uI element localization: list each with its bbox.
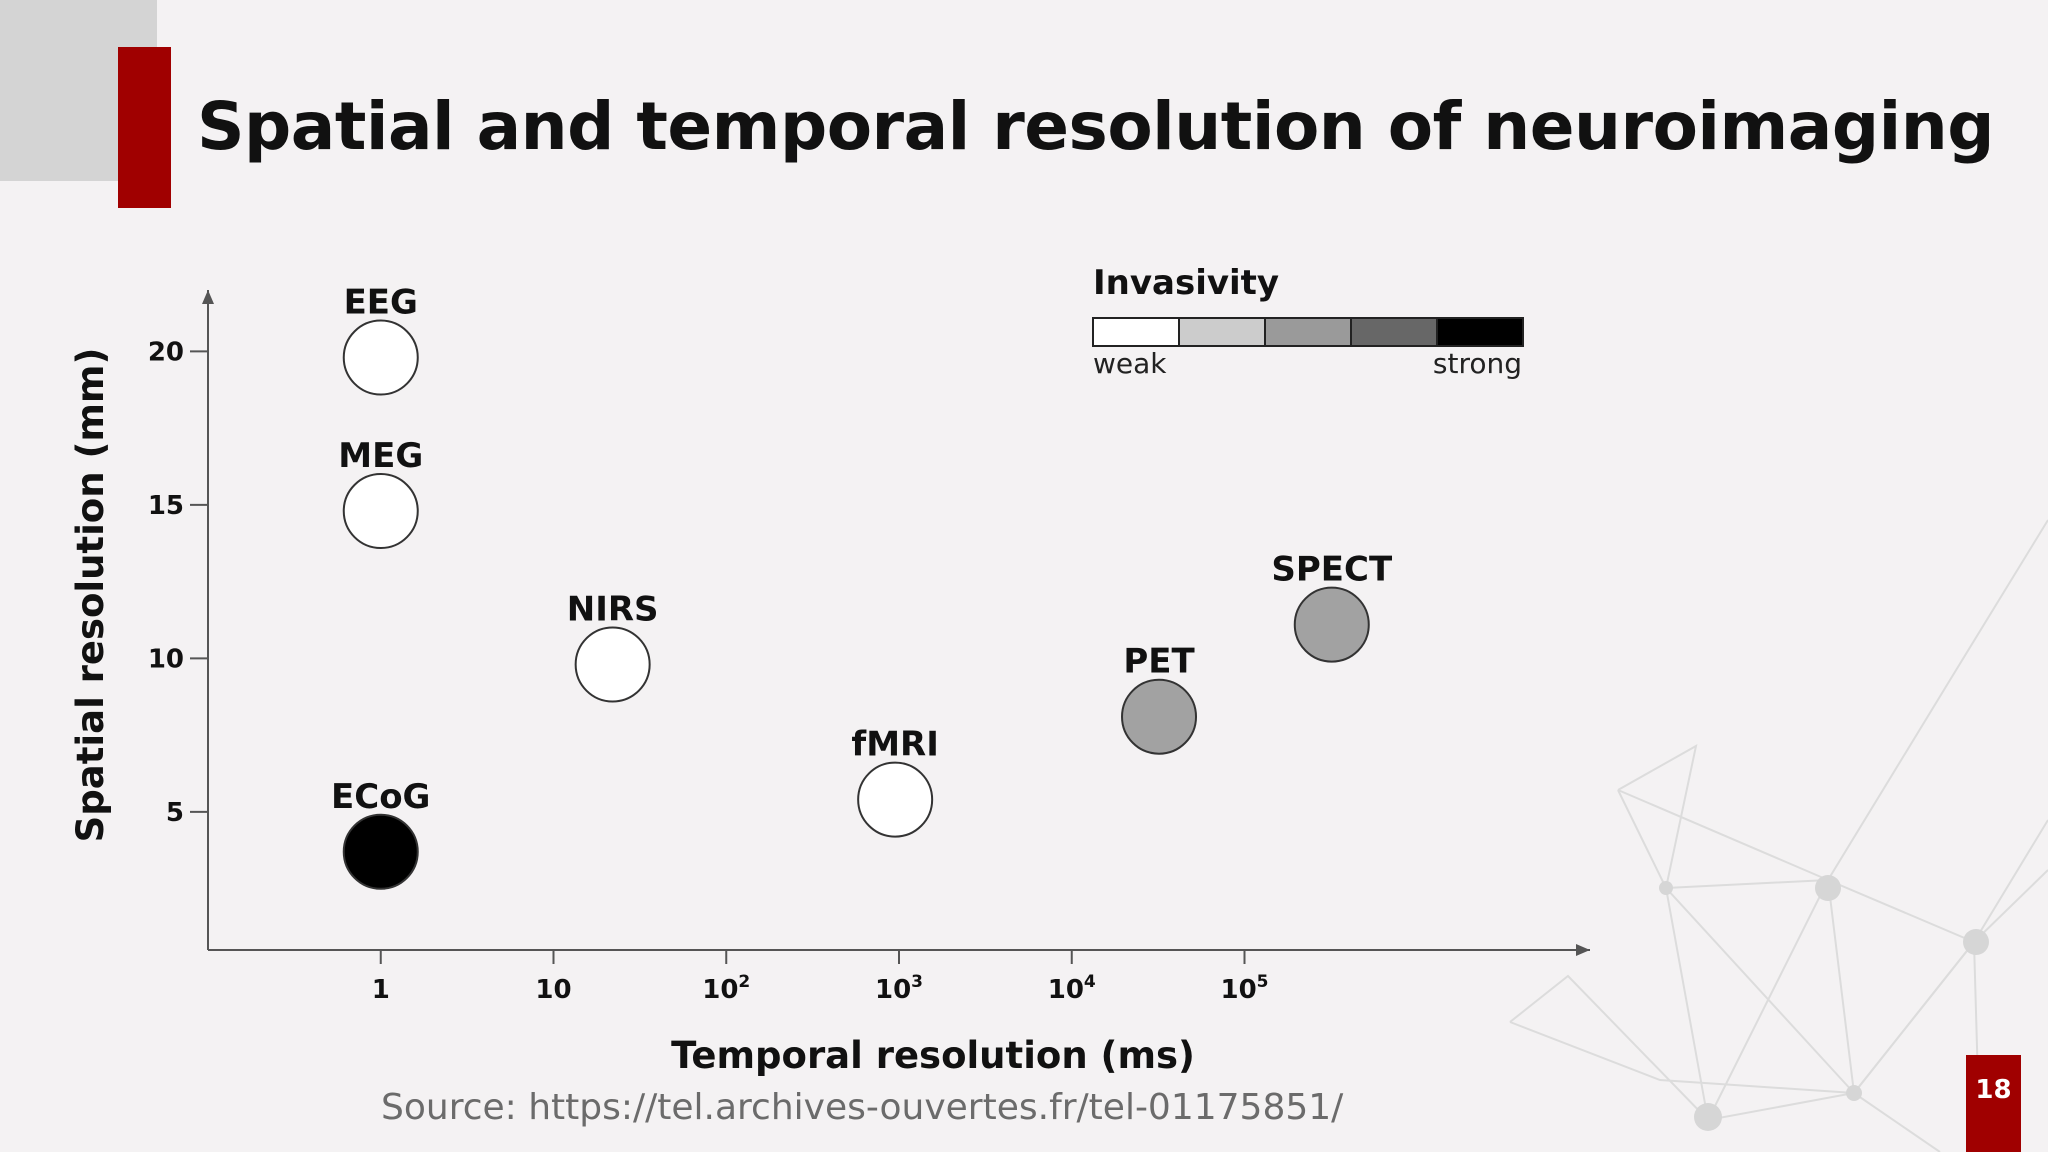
legend-scale [1092,317,1524,347]
x-tick-label: 10 [535,975,571,1005]
data-point-fmri [857,761,934,838]
y-axis-ticks: 5 10 15 20 [148,337,208,828]
slide-title: Spatial and temporal resolution of neuro… [197,88,1994,165]
legend-step-3 [1264,317,1352,347]
data-point-pet [1121,678,1198,755]
data-point-eeg [342,319,419,396]
x-tick-label: 104 [1048,972,1096,1005]
legend-step-5 [1436,317,1524,347]
source-citation: Source: https://tel.archives-ouvertes.fr… [381,1087,1344,1128]
x-tick-label: 105 [1220,972,1268,1005]
legend-max-label: strong [1433,347,1522,380]
data-points: EEG MEG NIRS fMRI PET SPECT ECoG [331,283,1393,890]
x-tick-label: 103 [875,972,923,1005]
legend-step-2 [1178,317,1266,347]
data-label-ecog: ECoG [331,777,430,817]
data-label-fmri: fMRI [851,725,938,765]
y-axis-arrow [202,290,214,304]
title-accent-bar [118,47,171,208]
x-axis-arrow [1576,944,1590,956]
data-label-nirs: NIRS [567,590,659,630]
data-point-ecog [342,813,419,890]
data-point-meg [342,473,419,550]
y-axis-label: Spatial resolution (mm) [69,348,112,843]
legend-min-label: weak [1093,347,1167,380]
data-label-spect: SPECT [1271,550,1393,590]
y-tick-label: 15 [148,491,184,521]
invasivity-legend: Invasivity weak strong [1092,263,1524,380]
page-number: 18 [1966,1055,2021,1152]
data-label-eeg: EEG [344,283,418,323]
network-graphic [1509,519,2048,1152]
legend-step-4 [1350,317,1438,347]
legend-step-1 [1092,317,1180,347]
data-point-nirs [574,626,651,703]
data-label-meg: MEG [338,436,423,476]
y-tick-label: 20 [148,337,184,367]
data-point-spect [1293,586,1370,663]
x-axis-ticks: 1 10 102 103 104 105 [372,950,1269,1005]
x-tick-label: 1 [372,975,390,1005]
x-axis-label: Temporal resolution (ms) [671,1034,1195,1077]
y-tick-label: 5 [166,798,184,828]
x-tick-label: 102 [702,972,750,1005]
data-label-pet: PET [1123,642,1195,682]
legend-title: Invasivity [1093,263,1279,303]
y-tick-label: 10 [148,644,184,674]
